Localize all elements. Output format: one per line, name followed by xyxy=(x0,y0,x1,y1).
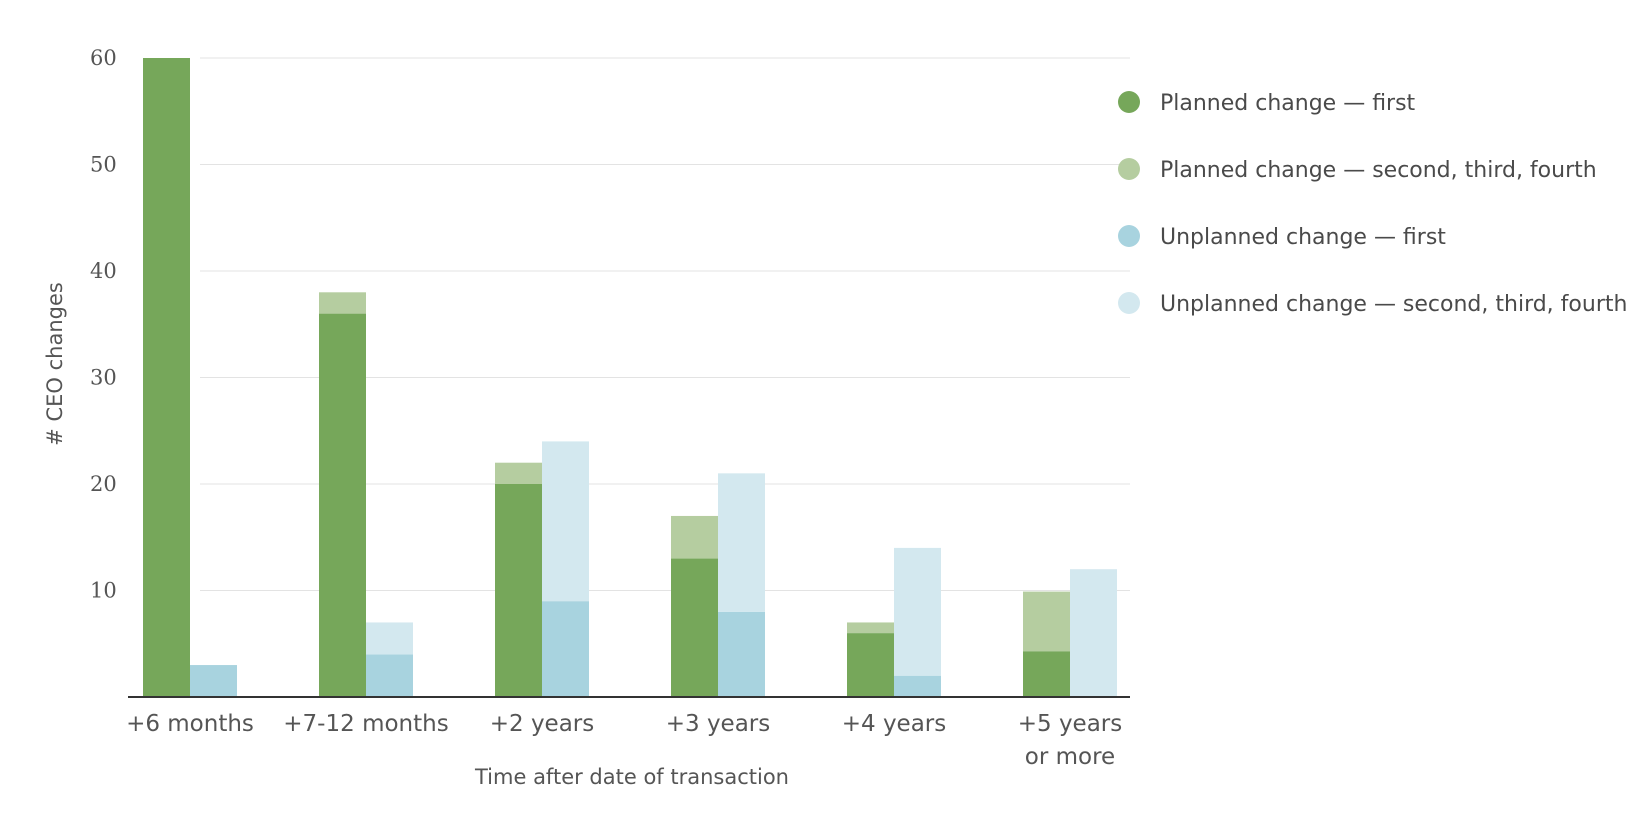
bar-unplanned-series-2 xyxy=(718,473,765,612)
legend-swatch xyxy=(1118,91,1140,113)
legend-swatch xyxy=(1118,158,1140,180)
legend-swatch xyxy=(1118,225,1140,247)
bar-planned-series-1 xyxy=(1023,651,1070,697)
bar-planned-series-1 xyxy=(847,633,894,697)
x-tick-label: +2 years xyxy=(490,711,595,737)
y-tick-label: 30 xyxy=(90,366,117,390)
bars xyxy=(143,58,1117,697)
x-tick-label: +4 years xyxy=(842,711,947,737)
x-tick-label: +5 years xyxy=(1018,711,1123,737)
legend: Planned change — first Planned change — s… xyxy=(1118,91,1627,317)
bar-unplanned-series-1 xyxy=(190,665,237,697)
y-axis-title: # CEO changes xyxy=(43,282,67,446)
legend-label: Unplanned change — first xyxy=(1160,225,1446,250)
bar-unplanned-series-2 xyxy=(894,547,941,676)
bar-planned-series-1 xyxy=(495,484,542,697)
bar-unplanned-series-1 xyxy=(542,601,589,697)
bar-unplanned-series-1 xyxy=(366,654,413,697)
bar-planned-series-1 xyxy=(319,313,366,697)
legend-item: Planned change — first xyxy=(1118,91,1416,116)
legend-item: Unplanned change — first xyxy=(1118,225,1446,250)
axes: 10 20 30 40 50 60 +6 months +7-12 months +2 year… xyxy=(90,46,1130,770)
y-tick-label: 60 xyxy=(90,46,117,70)
bar-planned-series-2 xyxy=(495,462,542,484)
bar-unplanned-series-1 xyxy=(894,675,941,697)
bar-unplanned-series-2 xyxy=(542,441,589,602)
y-tick-label: 40 xyxy=(90,259,117,283)
bar-unplanned-series-2 xyxy=(1070,569,1117,697)
y-tick-label: 20 xyxy=(90,472,117,496)
x-axis-title: Time after date of transaction xyxy=(474,765,789,789)
bar-unplanned-series-1 xyxy=(718,611,765,697)
bar-planned-series-2 xyxy=(671,515,718,559)
legend-label: Unplanned change — second, third, fourth xyxy=(1160,292,1627,317)
legend-item: Unplanned change — second, third, fourth xyxy=(1118,292,1627,317)
y-tick-label: 10 xyxy=(90,579,117,603)
bar-unplanned-series-2 xyxy=(366,622,413,655)
x-tick-label: or more xyxy=(1025,744,1115,770)
bar-planned-series-2 xyxy=(847,622,894,634)
bar-planned-series-1 xyxy=(143,58,190,697)
bar-planned-series-1 xyxy=(671,558,718,697)
bar-planned-series-2 xyxy=(319,292,366,314)
bar-planned-series-2 xyxy=(1023,591,1070,652)
legend-item: Planned change — second, third, fourth xyxy=(1118,158,1597,183)
x-tick-label: +6 months xyxy=(126,711,254,737)
legend-label: Planned change — first xyxy=(1160,91,1416,116)
x-tick-label: +3 years xyxy=(666,711,771,737)
legend-swatch xyxy=(1118,292,1140,314)
x-tick-label: +7-12 months xyxy=(283,711,448,737)
legend-label: Planned change — second, third, fourth xyxy=(1160,158,1597,183)
y-tick-label: 50 xyxy=(90,153,117,177)
